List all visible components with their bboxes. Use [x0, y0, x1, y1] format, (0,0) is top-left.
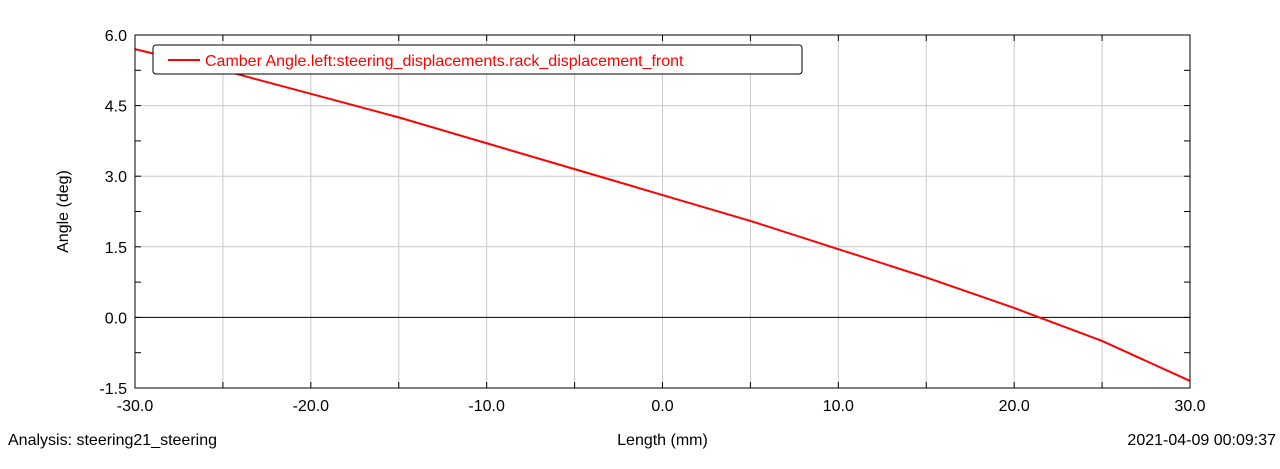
x-tick-label: 30.0 — [1174, 398, 1205, 415]
x-tick-label: 0.0 — [651, 398, 673, 415]
grid-lines — [135, 35, 1190, 388]
x-tick-label: 10.0 — [823, 398, 854, 415]
y-tick-label: 1.5 — [105, 240, 127, 257]
timestamp: 2021-04-09 00:09:37 — [1127, 432, 1276, 449]
x-tick-label: -10.0 — [468, 398, 505, 415]
x-tick-label: -30.0 — [117, 398, 154, 415]
x-tick-label: -20.0 — [293, 398, 330, 415]
y-tick-label: 3.0 — [105, 169, 127, 186]
analysis-label: Analysis: steering21_steering — [8, 432, 218, 449]
y-tick-label: -1.5 — [99, 381, 127, 398]
legend-entry-label: Camber Angle.left:steering_displacements… — [205, 53, 684, 70]
y-tick-label: 4.5 — [105, 99, 127, 116]
x-tick-label: 20.0 — [999, 398, 1030, 415]
tick-labels: -30.0 -20.0 -10.0 0.0 10.0 20.0 30.0 -1.5 0.0 1.5… — [99, 28, 1205, 415]
plot-area-frame — [134, 34, 1191, 389]
y-axis-title: Angle (deg) — [55, 170, 72, 253]
x-axis-title: Length (mm) — [617, 432, 708, 449]
y-tick-label: 6.0 — [105, 28, 127, 45]
legend-box — [152, 44, 803, 75]
legend[interactable]: Camber Angle.left:steering_displacements… — [152, 44, 803, 75]
y-tick-label: 0.0 — [105, 310, 127, 327]
minor-ticks — [134, 34, 1191, 389]
